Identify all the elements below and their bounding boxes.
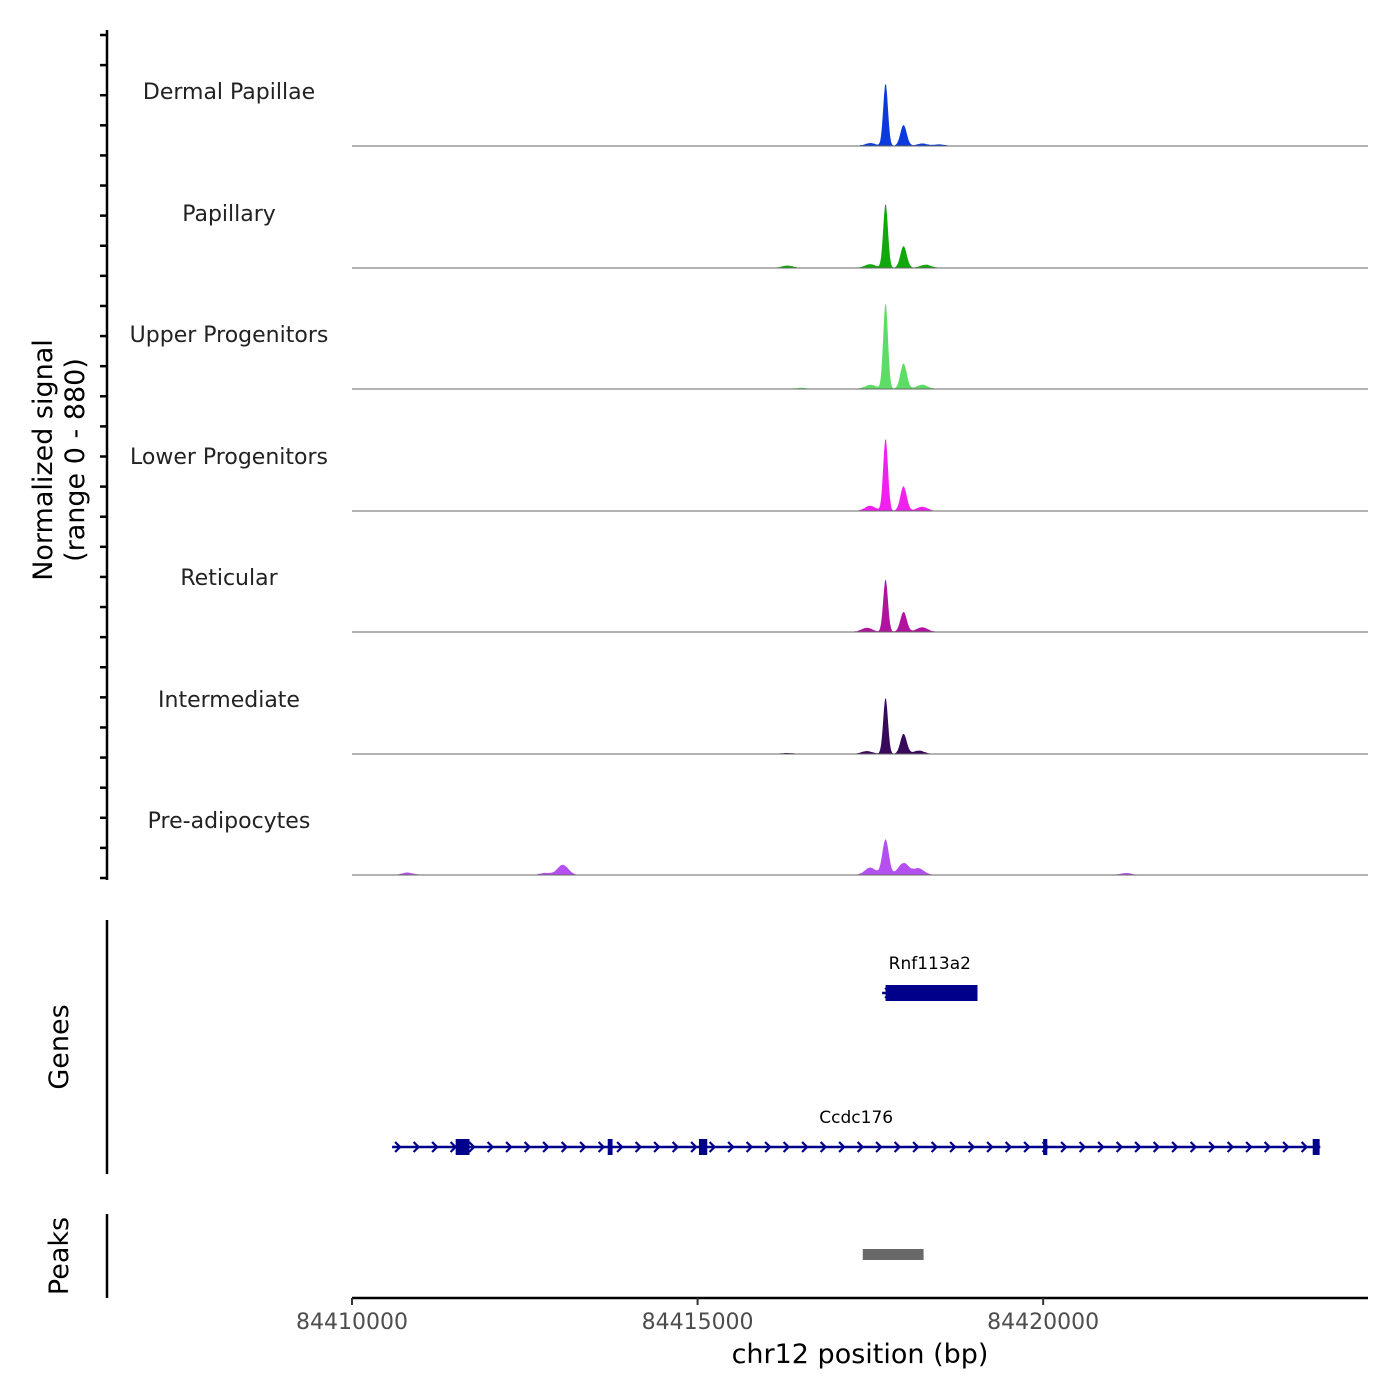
strand-arrow [1134, 1141, 1142, 1153]
gene-exon [607, 1139, 613, 1155]
x-axis: 84410000 84415000 84420000 [296, 1296, 1368, 1335]
gene-rnf113a2: Rnf113a2 [882, 954, 978, 1001]
signal-area [352, 698, 1368, 754]
track-intermediate: Intermediate [158, 688, 1368, 755]
strand-arrow [505, 1141, 513, 1153]
strand-arrow [745, 1141, 754, 1153]
strand-arrow [1078, 1141, 1087, 1153]
strand-arrow [671, 1141, 680, 1153]
signal-axis-title: Normalized signal (range 0 - 880) [28, 339, 91, 581]
track-label: Upper Progenitors [130, 323, 329, 348]
strand-arrow [1171, 1141, 1179, 1153]
x-tick-label: 84415000 [642, 1310, 754, 1335]
strand-arrow [875, 1141, 883, 1153]
strand-arrow [690, 1141, 698, 1153]
strand-arrow [930, 1141, 939, 1153]
gene-exon [1312, 1139, 1320, 1155]
strand-arrow [1226, 1141, 1235, 1153]
gene-exon [1043, 1139, 1048, 1155]
strand-arrow [1004, 1141, 1013, 1153]
track-label: Intermediate [158, 688, 300, 713]
genes-track: Rnf113a2 Ccdc176 [392, 954, 1321, 1155]
signal-area [352, 580, 1368, 632]
strand-arrow [634, 1141, 643, 1153]
gene-label: Ccdc176 [819, 1108, 893, 1128]
strand-arrow [986, 1141, 994, 1153]
strand-arrow [764, 1141, 772, 1153]
genes-track-label: Genes [44, 1004, 75, 1089]
gene-label: Rnf113a2 [889, 954, 971, 974]
strand-arrow [1245, 1141, 1253, 1153]
strand-arrow [1282, 1141, 1290, 1153]
x-tick-label: 84420000 [987, 1310, 1099, 1335]
strand-arrow [1152, 1141, 1161, 1153]
strand-arrow [560, 1141, 569, 1153]
strand-arrow [1208, 1141, 1216, 1153]
strand-arrow [616, 1141, 624, 1153]
track-dermal-papillae: Dermal Papillae [143, 80, 1368, 147]
gene-ccdc176: Ccdc176 [392, 1108, 1321, 1155]
signal-area [352, 439, 1368, 511]
signal-area [352, 84, 1368, 146]
strand-arrow [394, 1141, 402, 1153]
strand-arrow [542, 1141, 550, 1153]
strand-arrow [653, 1141, 661, 1153]
strand-arrow [912, 1141, 920, 1153]
signal-area [352, 204, 1368, 268]
strand-arrow [468, 1141, 476, 1153]
strand-arrow [1189, 1141, 1198, 1153]
signal-axis [100, 30, 109, 880]
track-label: Pre-adipocytes [148, 809, 311, 834]
strand-arrow [579, 1141, 587, 1153]
track-label: Reticular [180, 566, 278, 591]
track-pre-adipocytes: Pre-adipocytes [148, 809, 1368, 876]
gene-exon [455, 1139, 470, 1155]
strand-arrow [1115, 1141, 1124, 1153]
strand-arrow [1023, 1141, 1031, 1153]
track-upper-progenitors: Upper Progenitors [130, 303, 1368, 390]
strand-arrow [893, 1141, 902, 1153]
signal-tracks: Dermal Papillae Papillary Upper Progenitor… [130, 80, 1368, 876]
strand-arrow [449, 1141, 458, 1153]
strand-arrow [597, 1141, 606, 1153]
signal-axis-title-line2: (range 0 - 880) [60, 358, 91, 562]
track-reticular: Reticular [180, 566, 1368, 633]
strand-arrow [856, 1141, 865, 1153]
strand-arrow [412, 1141, 421, 1153]
peaks-track [862, 1249, 924, 1260]
strand-arrow [523, 1141, 532, 1153]
strand-arrow [1263, 1141, 1272, 1153]
strand-arrow [727, 1141, 735, 1153]
strand-arrow [1097, 1141, 1105, 1153]
track-papillary: Papillary [182, 202, 1368, 269]
track-label: Dermal Papillae [143, 80, 315, 105]
strand-arrow [708, 1141, 717, 1153]
signal-area [352, 839, 1368, 875]
x-tick-label: 84410000 [296, 1310, 408, 1335]
strand-arrow [1300, 1141, 1309, 1153]
signal-area [352, 303, 1368, 389]
gene-exon [698, 1139, 708, 1155]
track-label: Lower Progenitors [130, 445, 328, 470]
track-lower-progenitors: Lower Progenitors [130, 439, 1368, 512]
x-axis-title: chr12 position (bp) [732, 1339, 989, 1370]
strand-arrow [782, 1141, 791, 1153]
strand-arrow [819, 1141, 828, 1153]
strand-arrow [838, 1141, 846, 1153]
strand-arrow [486, 1141, 495, 1153]
signal-axis-title-line1: Normalized signal [28, 339, 59, 581]
strand-arrow [431, 1141, 439, 1153]
strand-arrow [1060, 1141, 1068, 1153]
peak-region [862, 1249, 924, 1260]
strand-arrow [967, 1141, 976, 1153]
track-label: Papillary [182, 202, 276, 227]
strand-arrow [801, 1141, 809, 1153]
strand-arrow [949, 1141, 957, 1153]
peaks-track-label: Peaks [44, 1217, 75, 1295]
gene-exon [885, 985, 978, 1001]
